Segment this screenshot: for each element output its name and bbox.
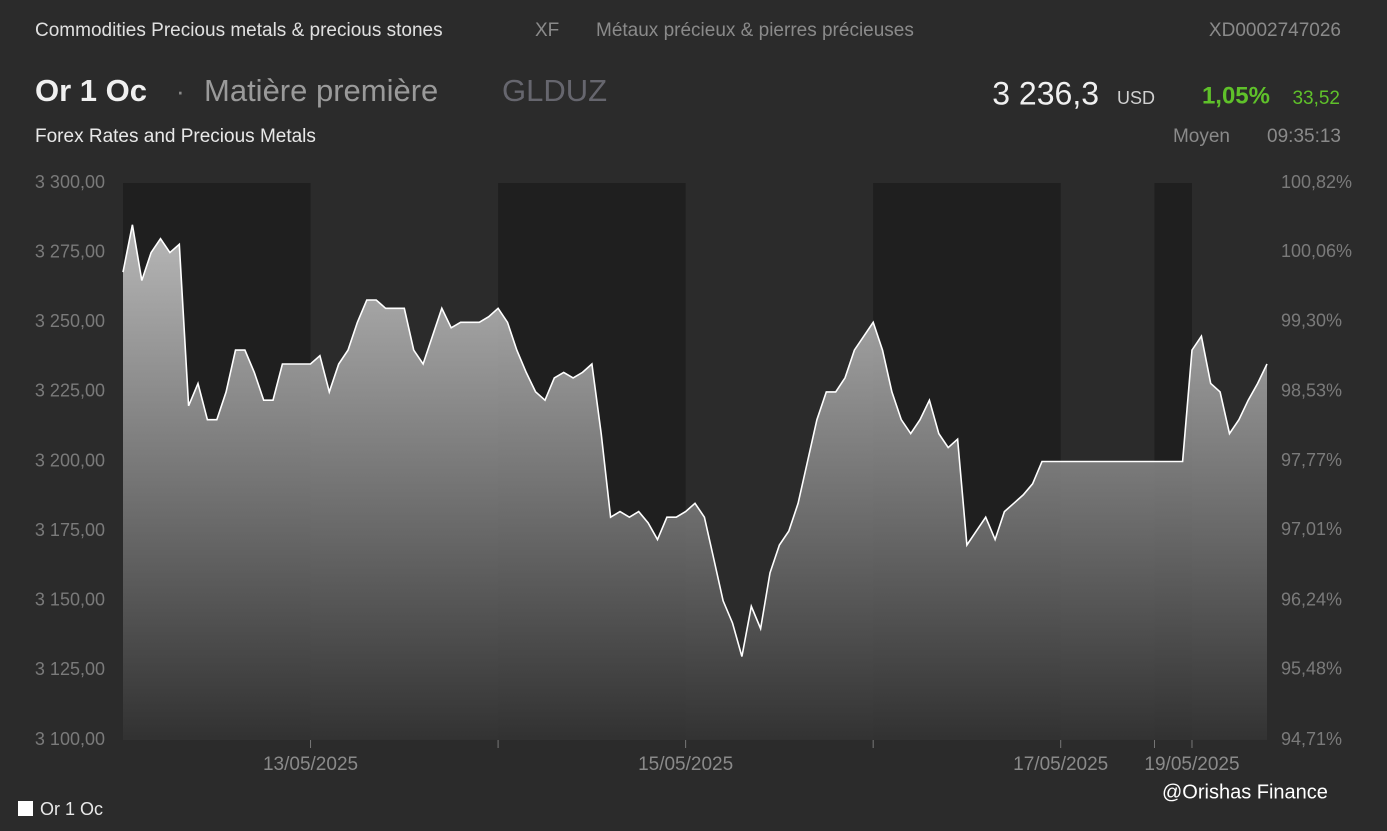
y2-tick-label: 99,30% xyxy=(1281,310,1342,330)
instrument-name: Or 1 Oc xyxy=(35,73,147,108)
y2-tick-label: 100,82% xyxy=(1281,172,1352,192)
legend-label: Or 1 Oc xyxy=(40,799,103,819)
y-tick-label: 3 175,00 xyxy=(35,520,105,540)
watermark: @Orishas Finance xyxy=(1162,781,1328,803)
y-tick-label: 3 300,00 xyxy=(35,172,105,192)
y2-tick-label: 97,77% xyxy=(1281,450,1342,470)
asset-type: Matière première xyxy=(204,73,438,108)
y-tick-label: 3 275,00 xyxy=(35,241,105,261)
isin: XD0002747026 xyxy=(1209,20,1341,41)
symbol: GLDUZ xyxy=(502,73,607,108)
y-tick-label: 3 100,00 xyxy=(35,729,105,749)
x-tick-label: 15/05/2025 xyxy=(638,754,733,775)
y-tick-label: 3 250,00 xyxy=(35,311,105,331)
x-tick-label: 19/05/2025 xyxy=(1144,754,1239,775)
area xyxy=(123,224,1267,741)
category-fr: Métaux précieux & pierres précieuses xyxy=(596,20,914,41)
line xyxy=(122,224,1268,657)
change: 33,52 xyxy=(1292,88,1340,109)
source: Forex Rates and Precious Metals xyxy=(35,126,316,147)
x-tick-label: 17/05/2025 xyxy=(1013,754,1108,775)
y-tick-label: 3 125,00 xyxy=(35,659,105,679)
price-type: Moyen xyxy=(1173,126,1230,147)
y-tick-label: 3 200,00 xyxy=(35,450,105,470)
change-pct: 1,05% xyxy=(1202,82,1270,109)
y2-tick-label: 100,06% xyxy=(1281,241,1352,261)
y-tick-label: 3 150,00 xyxy=(35,590,105,610)
y-tick-label: 3 225,00 xyxy=(35,381,105,401)
y2-tick-label: 97,01% xyxy=(1281,519,1342,539)
y2-tick-label: 95,48% xyxy=(1281,659,1342,679)
category: Commodities Precious metals & precious s… xyxy=(35,20,443,41)
separator: · xyxy=(176,76,185,106)
y2-tick-label: 94,71% xyxy=(1281,729,1342,749)
time: 09:35:13 xyxy=(1267,126,1341,147)
price: 3 236,3 xyxy=(992,75,1099,111)
y2-tick-label: 96,24% xyxy=(1281,589,1342,609)
legend-swatch xyxy=(18,801,33,816)
plot-area: 3 100,00 3 125,00 3 150,00 3 175,00 3 200,00… xyxy=(35,172,1352,775)
currency: USD xyxy=(1117,88,1155,108)
x-tick-label: 13/05/2025 xyxy=(263,754,358,775)
y2-tick-label: 98,53% xyxy=(1281,381,1342,401)
exchange: XF xyxy=(535,20,559,41)
